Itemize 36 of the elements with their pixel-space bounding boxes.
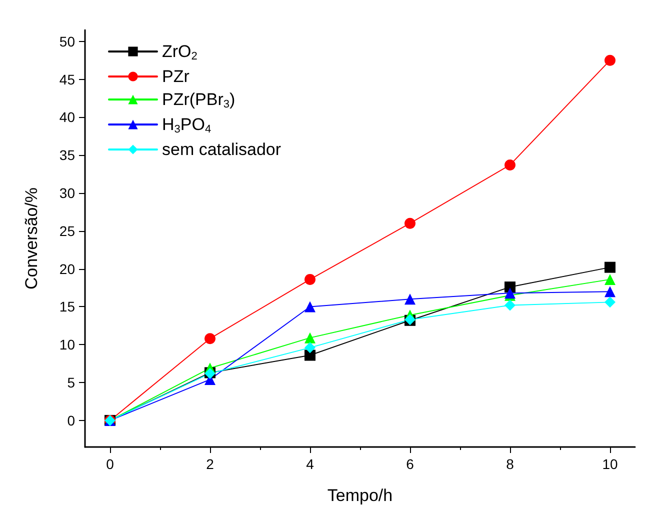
y-axis-title: Conversão/%: [22, 187, 41, 290]
x-axis-title: Tempo/h: [327, 486, 393, 505]
y-tick-label: 25: [59, 222, 76, 239]
y-tick-label: 15: [59, 298, 76, 315]
y-tick-label: 30: [59, 185, 76, 202]
point: [404, 294, 416, 305]
y-tick-label: 35: [59, 147, 76, 164]
point: [304, 350, 316, 361]
y-tick-label: 45: [59, 71, 76, 88]
y-tick-label: 5: [67, 374, 76, 391]
y-tick-label: 10: [59, 336, 76, 353]
point: [604, 296, 616, 308]
x-tick-label: 6: [406, 456, 414, 472]
point: [204, 333, 216, 344]
point: [304, 301, 316, 312]
y-tick-label: 50: [59, 33, 76, 50]
point: [604, 262, 616, 273]
x-tick-label: 0: [106, 456, 114, 472]
point: [304, 274, 316, 285]
y-tick-label: 40: [59, 109, 76, 126]
legend-label: sem catalisador: [162, 140, 282, 159]
point: [504, 159, 516, 170]
x-tick-label: 2: [206, 456, 214, 472]
legend-label: PZr: [162, 67, 190, 86]
point: [604, 286, 616, 298]
point: [604, 274, 616, 285]
x-tick-label: 10: [602, 456, 618, 472]
point: [304, 342, 316, 354]
point: [604, 54, 616, 66]
x-tick-label: 8: [506, 456, 514, 472]
y-tick-label: 20: [59, 260, 76, 277]
y-tick-label: 0: [67, 412, 76, 428]
point: [504, 300, 516, 311]
point: [404, 218, 416, 229]
x-tick-label: 4: [306, 456, 314, 472]
point: [304, 332, 316, 344]
